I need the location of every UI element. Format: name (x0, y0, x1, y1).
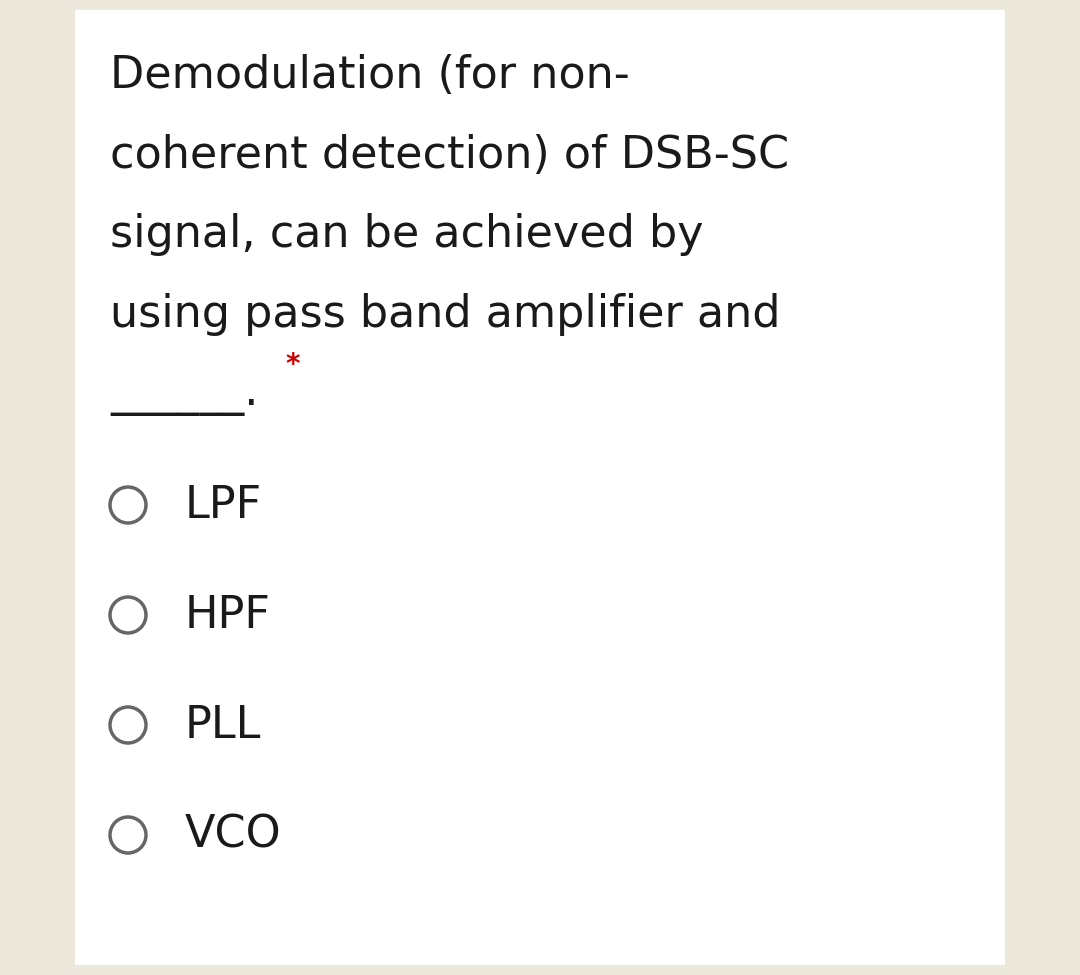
Text: *: * (285, 351, 299, 379)
Text: coherent detection) of DSB-SC: coherent detection) of DSB-SC (110, 134, 789, 176)
Text: ______.: ______. (110, 373, 258, 416)
Text: LPF: LPF (185, 484, 262, 527)
Text: using pass band amplifier and: using pass band amplifier and (110, 293, 781, 336)
Text: signal, can be achieved by: signal, can be achieved by (110, 214, 704, 256)
Text: HPF: HPF (185, 594, 271, 637)
Text: VCO: VCO (185, 813, 282, 856)
Text: PLL: PLL (185, 704, 261, 747)
Text: Demodulation (for non-: Demodulation (for non- (110, 54, 630, 97)
